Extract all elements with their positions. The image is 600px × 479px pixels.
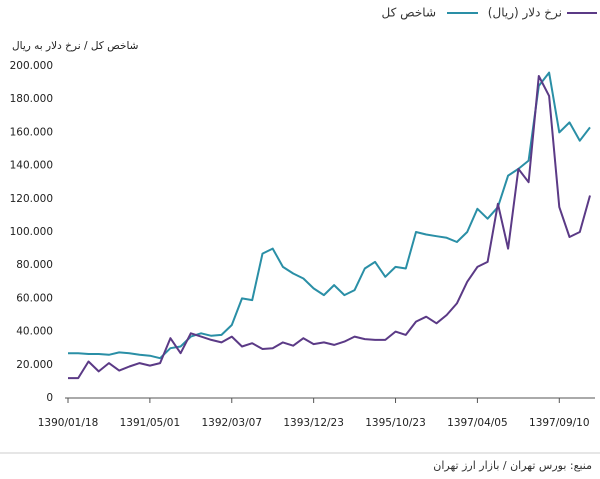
y-tick-label: 20.000	[16, 359, 53, 371]
x-tick-label: 1391/05/01	[120, 417, 181, 429]
x-tick-label: 1397/04/05	[447, 417, 508, 429]
legend-label: شاخص کل	[382, 6, 436, 21]
y-tick-label: 120.000	[10, 193, 53, 205]
legend-label: نرخ دلار (ریال)	[488, 6, 562, 21]
y-tick-label: 140.000	[10, 160, 53, 172]
y-axis-label: شاخص کل / نرخ دلار به ریال	[12, 40, 138, 52]
x-tick-label: 1393/12/23	[283, 417, 344, 429]
series-line	[68, 71, 591, 360]
y-tick-label: 160.000	[10, 126, 53, 138]
y-tick-label: 200.000	[10, 60, 53, 72]
y-tick-label: 80.000	[16, 259, 53, 271]
y-tick-label: 0	[46, 392, 53, 404]
series-line	[68, 75, 591, 380]
y-tick-label: 60.000	[16, 292, 53, 304]
x-tick-label: 1395/10/23	[365, 417, 426, 429]
source: منبع: بورس تهران / بازار ارز تهران	[433, 459, 592, 472]
y-tick-label: 40.000	[16, 326, 53, 338]
x-tick-label: 1390/01/18	[38, 417, 99, 429]
x-tick-label: 1392/03/07	[201, 417, 262, 429]
x-tick-label: 1397/09/10	[529, 417, 590, 429]
y-tick-label: 180.000	[10, 93, 53, 105]
y-tick-label: 100.000	[10, 226, 53, 238]
